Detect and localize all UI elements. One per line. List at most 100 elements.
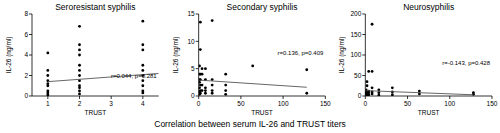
panel: 051015050100150Secondary syphilisTRUSTIL… (172, 2, 331, 116)
panel: 024681234Seroresistant syphilisTRUSTIL-2… (5, 2, 159, 116)
point (371, 86, 374, 89)
fit-line (48, 73, 159, 81)
point (204, 67, 207, 70)
annotation: r=0.136, p=0.409 (278, 50, 324, 56)
marks (46, 20, 158, 96)
point (141, 79, 144, 82)
x-tick-label: 150 (487, 100, 498, 107)
y-tick (362, 96, 365, 97)
y-axis-label: IL-26 (ng/ml) (5, 37, 13, 74)
y-tick (362, 75, 365, 76)
point (251, 65, 254, 68)
point (418, 90, 421, 93)
y-tick (196, 68, 199, 69)
panel: 050100150200050100150NeurosyphilisTRUSTI… (338, 2, 497, 116)
y-tick (29, 96, 32, 97)
y-tick-label: 5 (191, 65, 195, 72)
point (199, 81, 201, 84)
point (78, 84, 81, 87)
point (141, 48, 144, 51)
x-tick-label: 3 (109, 100, 113, 107)
x-tick (47, 96, 48, 99)
marks (199, 19, 308, 96)
point (46, 69, 49, 72)
x-tick-label: 1 (46, 100, 50, 107)
point (141, 69, 144, 72)
point (199, 73, 201, 76)
panel-title: Seroresistant syphilis (55, 2, 135, 12)
point (204, 89, 207, 92)
point (141, 84, 144, 87)
point (391, 86, 394, 89)
y-tick (196, 14, 199, 15)
y-tick-label: 100 (350, 51, 361, 58)
x-tick (407, 96, 408, 99)
x-tick-label: 100 (444, 100, 455, 107)
caption: Correlation between serum IL-26 and TRUS… (154, 119, 346, 129)
x-tick-label: 0 (197, 100, 201, 107)
y-tick (362, 55, 365, 56)
point (199, 21, 202, 24)
point (46, 52, 49, 55)
y-tick (196, 41, 199, 42)
y-axis-label: IL-26 (ng/ml) (338, 37, 346, 74)
point (201, 84, 204, 87)
y-tick (29, 34, 32, 35)
x-axis (32, 96, 159, 97)
y-tick-label: 15 (187, 10, 195, 17)
point (365, 91, 367, 94)
y-tick-label: 10 (187, 38, 195, 45)
annotation: r=0.044, p=0.281 (111, 73, 157, 79)
point (199, 92, 202, 95)
y-tick-label: 4 (24, 51, 28, 58)
point (199, 48, 202, 51)
point (224, 84, 227, 87)
point (141, 64, 144, 67)
x-tick-label: 50 (404, 100, 412, 107)
point (204, 86, 207, 89)
x-axis-label: TRUST (251, 109, 273, 116)
panel-title: Neurosyphilis (403, 2, 454, 12)
figure: 024681234Seroresistant syphilisTRUSTIL-2… (0, 0, 500, 133)
point (78, 93, 81, 96)
x-tick-label: 0 (364, 100, 368, 107)
point (371, 23, 374, 26)
point (211, 92, 214, 95)
x-axis (199, 96, 326, 97)
x-axis-label: TRUST (418, 109, 440, 116)
y-tick-label: 0 (24, 92, 28, 99)
y-tick-label: 2 (24, 72, 28, 79)
point (377, 91, 380, 94)
point (305, 68, 308, 71)
fit-line (200, 80, 307, 87)
point (367, 70, 370, 73)
x-tick (492, 96, 493, 99)
point (78, 69, 81, 72)
y-tick-label: 50 (354, 72, 362, 79)
point (211, 84, 214, 87)
point (366, 84, 369, 87)
point (78, 25, 81, 28)
y-tick (362, 34, 365, 35)
x-tick-label: 50 (237, 100, 245, 107)
x-tick (198, 96, 199, 99)
x-tick (449, 96, 450, 99)
y-tick (29, 14, 32, 15)
x-tick (240, 96, 241, 99)
x-tick (325, 96, 326, 99)
y-tick (196, 96, 199, 97)
point (201, 67, 204, 70)
point (371, 70, 374, 73)
annotation: r=-0.143, p=0.428 (442, 60, 490, 66)
point (141, 43, 144, 46)
point (78, 43, 81, 46)
y-tick (362, 14, 365, 15)
y-tick-label: 8 (24, 10, 28, 17)
y-tick-label: 0 (191, 92, 195, 99)
x-tick-label: 4 (141, 100, 145, 107)
point (201, 73, 204, 76)
point (78, 74, 81, 77)
panel-title: Secondary syphilis (227, 2, 298, 12)
x-axis-label: TRUST (84, 109, 106, 116)
x-tick-label: 2 (78, 100, 82, 107)
